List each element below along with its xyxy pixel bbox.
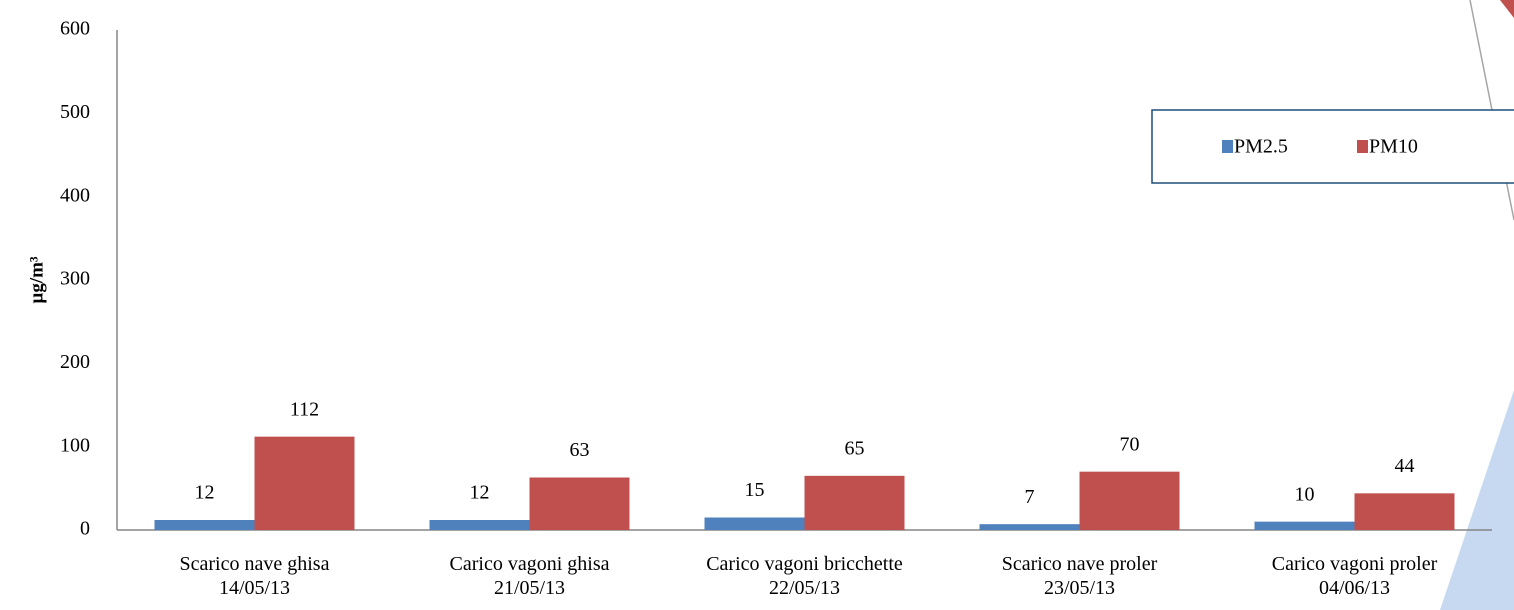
legend-label: PM2.5 (1234, 136, 1288, 158)
data-label: 7 (1025, 486, 1035, 508)
y-tick-label: 300 (60, 268, 90, 290)
bar (804, 475, 905, 530)
bar (1254, 521, 1355, 530)
x-tick-label: Scarico nave ghisa 14/05/13 (179, 553, 330, 599)
legend-swatch (1222, 140, 1233, 153)
y-tick-label: 0 (80, 518, 90, 540)
data-label: 44 (1395, 455, 1415, 477)
bar (529, 477, 630, 530)
bar (1354, 493, 1455, 530)
decoration (1500, 0, 1514, 18)
x-tick-label: Carico vagoni proler 04/06/13 (1271, 553, 1438, 599)
data-label: 12 (470, 482, 490, 504)
y-tick-label: 600 (60, 18, 90, 40)
x-tick-label: Carico vagoni bricchette 22/05/13 (706, 553, 903, 599)
data-label: 65 (845, 437, 865, 459)
bar (704, 517, 805, 530)
x-tick-label: Carico vagoni ghisa 21/05/13 (449, 553, 610, 599)
y-tick-label: 400 (60, 184, 90, 206)
bar (979, 524, 1080, 530)
legend-swatch (1357, 140, 1368, 153)
bar (154, 520, 255, 530)
data-label: 12 (195, 482, 215, 504)
data-label: 10 (1295, 483, 1315, 505)
legend-label: PM10 (1369, 136, 1418, 158)
y-axis-label: µg/m³ (26, 256, 47, 304)
y-tick-label: 200 (60, 351, 90, 373)
data-label: 15 (745, 479, 765, 501)
decoration (1440, 390, 1514, 610)
y-tick-label: 500 (60, 101, 90, 123)
legend-box (1151, 109, 1514, 184)
x-tick-label: Scarico nave proler 23/05/13 (1001, 553, 1158, 599)
data-label: 112 (290, 398, 319, 420)
bar (429, 520, 530, 530)
bar (254, 436, 355, 530)
y-tick-label: 100 (60, 434, 90, 456)
bar (1079, 471, 1180, 530)
data-label: 63 (570, 439, 590, 461)
data-label: 70 (1120, 433, 1140, 455)
